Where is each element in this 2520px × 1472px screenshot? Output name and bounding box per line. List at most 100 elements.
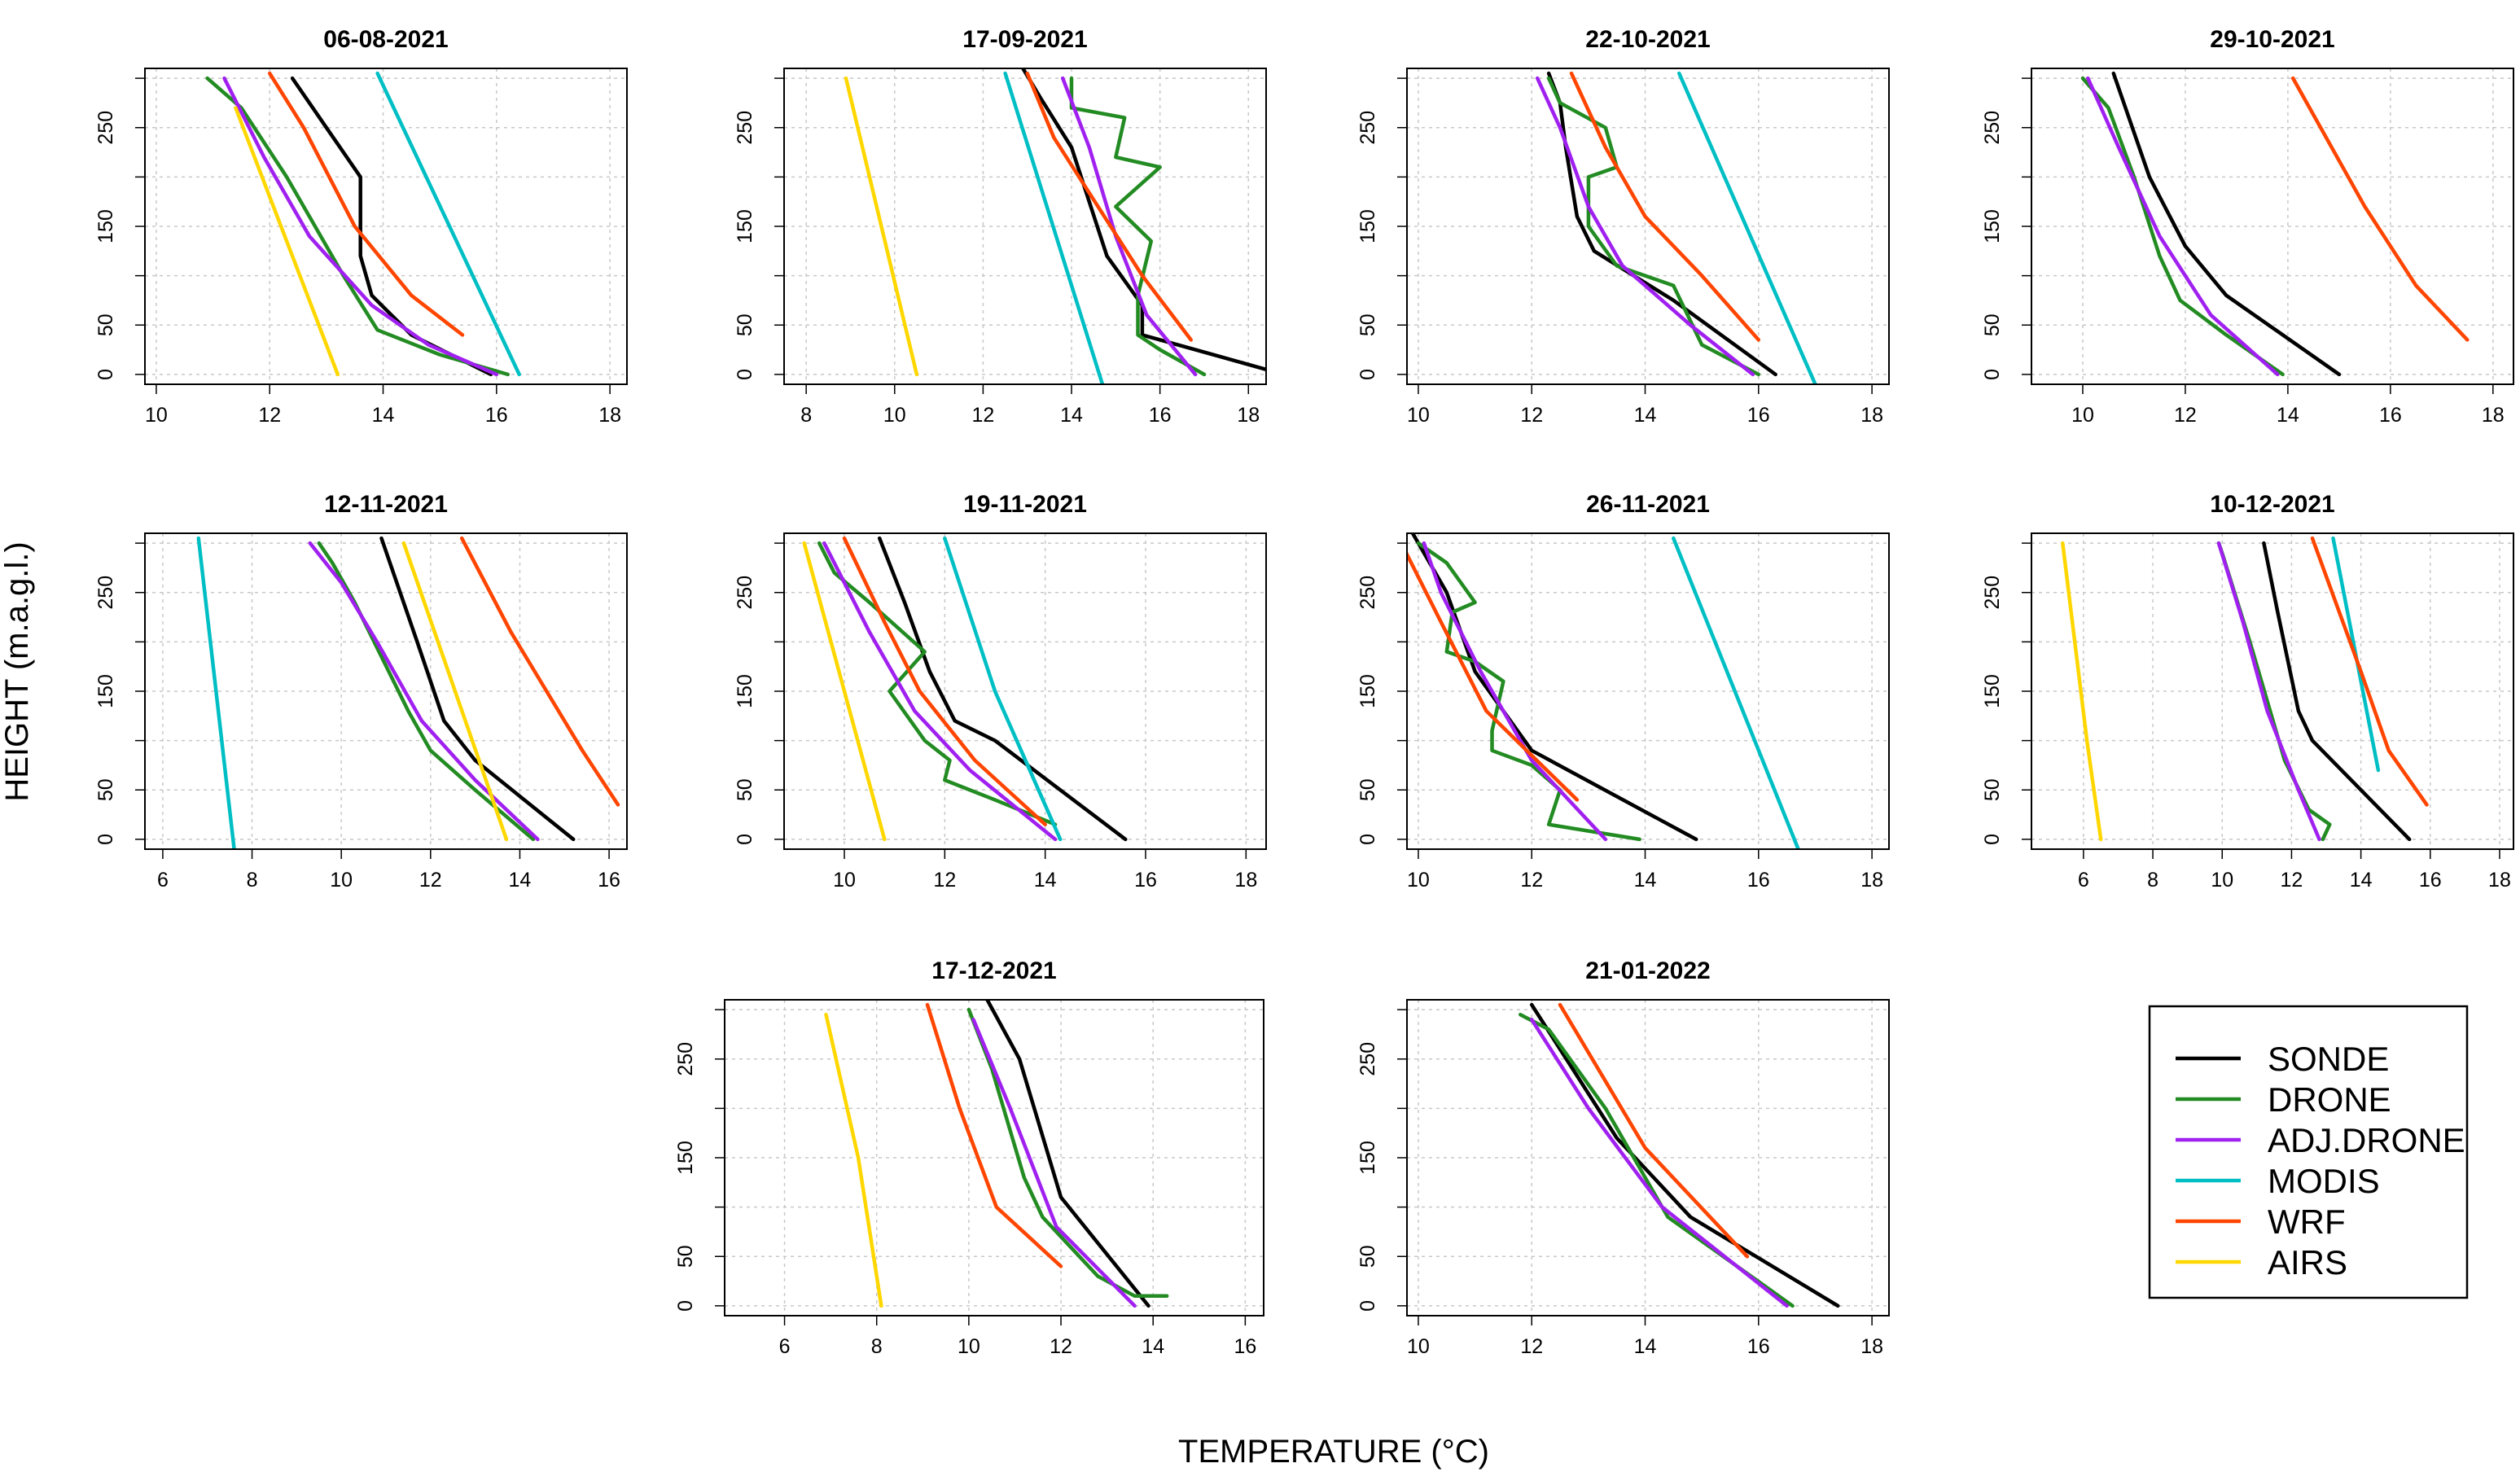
x-tick-label: 16 xyxy=(1149,404,1172,427)
y-tick-label: 150 xyxy=(734,674,756,708)
x-tick-label: 14 xyxy=(1060,404,1083,427)
y-tick-label: 0 xyxy=(94,834,117,845)
y-tick-label: 150 xyxy=(1981,209,2004,243)
grid xyxy=(1407,68,1889,384)
x-tick-label: 12 xyxy=(1520,404,1543,427)
y-tick-label: 250 xyxy=(1981,576,2004,610)
series-sonde xyxy=(379,536,576,842)
series-wrf xyxy=(925,1002,1063,1268)
panel-10-12-2021: 10-12-2021 6 8 10 12 14 16 18 0 50 150 250 xyxy=(1981,491,2514,892)
series-wrf xyxy=(2310,536,2429,807)
series-group xyxy=(824,1000,1169,1308)
y-tick-label: 0 xyxy=(1356,834,1379,845)
y-tick-label: 50 xyxy=(1356,778,1379,801)
panel-frame xyxy=(2031,68,2514,385)
x-tick-label: 10 xyxy=(2211,869,2233,892)
x-tick-label: 10 xyxy=(1407,404,1430,427)
legend-label-airs: AIRS xyxy=(2268,1243,2347,1281)
x-tick-label: 14 xyxy=(1142,1335,1164,1358)
series-modis xyxy=(943,536,1063,842)
panel-frame xyxy=(1406,532,1890,850)
panel-12-11-2021: 12-11-2021 6 8 10 12 14 16 0 50 150 250 xyxy=(94,491,628,892)
x-tick-label: 14 xyxy=(372,404,395,427)
series-group xyxy=(1535,71,1817,384)
x-tick-label: 10 xyxy=(833,869,856,892)
x-tick-label: 14 xyxy=(1034,869,1057,892)
y-tick-label: 150 xyxy=(1981,674,2004,708)
series-adj-drone xyxy=(1535,76,1755,377)
series-modis xyxy=(1677,71,1817,384)
y-tick-label: 150 xyxy=(94,674,117,708)
x-tick-label: 12 xyxy=(1520,1335,1543,1358)
legend-label-sonde: SONDE xyxy=(2268,1040,2389,1078)
x-tick-label: 16 xyxy=(485,404,508,427)
x-tick-label: 12 xyxy=(971,404,994,427)
y-tick-label: 0 xyxy=(674,1300,697,1312)
panel-frame xyxy=(2031,532,2514,850)
x-tick-label: 18 xyxy=(1237,404,1260,427)
y-tick-label: 50 xyxy=(94,778,117,801)
y-tick-label: 50 xyxy=(1356,313,1379,336)
series-group xyxy=(1519,1002,1840,1308)
y-tick-label: 0 xyxy=(1981,834,2004,845)
y-tick-label: 0 xyxy=(734,834,756,845)
y-tick-label: 250 xyxy=(1356,576,1379,610)
series-airs xyxy=(844,76,919,377)
panels: 06-08-2021 10 12 14 16 18 0 50 150 250 17-09-2021 8… xyxy=(94,26,2514,1358)
x-tick-label: 10 xyxy=(330,869,353,892)
y-tick-label: 250 xyxy=(94,111,117,145)
grid xyxy=(1407,1000,1889,1316)
series-sonde xyxy=(877,536,1128,842)
x-tick-label: 8 xyxy=(247,869,258,892)
series-airs xyxy=(401,541,509,842)
panel-frame xyxy=(724,999,1264,1316)
panel-title: 22-10-2021 xyxy=(1585,26,1710,53)
series-adj-drone xyxy=(1529,1018,1789,1308)
y-tick-label: 150 xyxy=(1356,1141,1379,1175)
y-tick-label: 150 xyxy=(1356,674,1379,708)
y-tick-label: 50 xyxy=(674,1245,697,1268)
panel-frame xyxy=(144,532,628,850)
series-modis xyxy=(1672,536,1800,849)
x-tick-label: 16 xyxy=(1747,1335,1770,1358)
y-tick-label: 150 xyxy=(94,209,117,243)
y-tick-label: 50 xyxy=(1356,1245,1379,1268)
x-tick-label: 14 xyxy=(509,869,532,892)
series-airs xyxy=(802,541,887,842)
panel-title: 26-11-2021 xyxy=(1586,491,1710,518)
series-modis xyxy=(1003,71,1105,384)
series-adj-drone xyxy=(308,541,540,842)
series-sonde xyxy=(1410,533,1698,842)
series-adj-drone xyxy=(2086,76,2280,377)
series-sonde xyxy=(2262,541,2412,842)
x-tick-label: 6 xyxy=(779,1335,791,1358)
series-airs xyxy=(2061,541,2103,842)
y-tick-label: 250 xyxy=(734,576,756,610)
grid xyxy=(725,1000,1264,1316)
series-group xyxy=(844,68,1266,384)
y-tick-label: 250 xyxy=(674,1042,697,1076)
panel-title: 17-09-2021 xyxy=(962,26,1087,53)
x-tick-label: 12 xyxy=(2281,869,2303,892)
panel-frame xyxy=(144,68,628,385)
y-tick-label: 250 xyxy=(1356,111,1379,145)
series-wrf xyxy=(459,536,620,807)
legend-label-adj-drone: ADJ.DRONE xyxy=(2268,1121,2465,1159)
panel-frame xyxy=(1406,68,1890,385)
y-tick-label: 0 xyxy=(94,369,117,380)
x-tick-label: 14 xyxy=(2350,869,2373,892)
y-tick-label: 50 xyxy=(734,313,756,336)
series-drone xyxy=(966,1007,1169,1299)
series-wrf xyxy=(1407,550,1580,802)
y-tick-label: 250 xyxy=(1981,111,2004,145)
series-wrf xyxy=(2290,76,2470,342)
series-group xyxy=(802,536,1128,842)
panel-title: 17-12-2021 xyxy=(931,957,1056,984)
x-tick-label: 8 xyxy=(800,404,812,427)
series-drone xyxy=(817,541,1058,826)
panel-22-10-2021: 22-10-2021 10 12 14 16 18 0 50 150 250 xyxy=(1356,26,1890,427)
y-tick-label: 250 xyxy=(1356,1042,1379,1076)
series-sonde xyxy=(2111,71,2342,377)
